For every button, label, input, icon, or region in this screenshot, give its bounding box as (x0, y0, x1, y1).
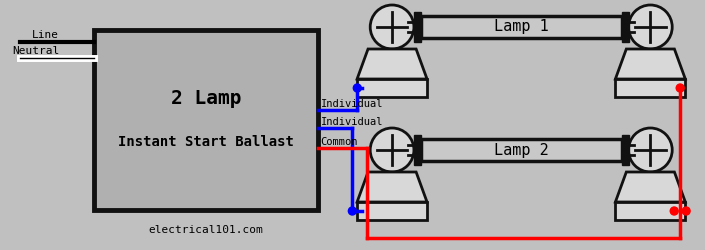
Polygon shape (357, 172, 427, 202)
Text: Individual: Individual (321, 99, 383, 109)
Text: Individual: Individual (321, 117, 383, 127)
Bar (94, 30, 317, 210)
Circle shape (370, 128, 414, 172)
Bar (421, 16, 622, 38)
Circle shape (628, 5, 672, 49)
Bar (622, 12, 628, 42)
Text: Instant Start Ballast: Instant Start Ballast (118, 134, 294, 148)
Text: Common: Common (321, 137, 358, 147)
Polygon shape (615, 49, 685, 79)
Bar (615, 202, 685, 220)
Circle shape (353, 84, 361, 92)
Text: electrical101.com: electrical101.com (149, 225, 263, 235)
Polygon shape (357, 49, 427, 79)
Text: Line: Line (32, 30, 59, 40)
Circle shape (676, 84, 684, 92)
Bar (357, 202, 427, 220)
Polygon shape (615, 172, 685, 202)
Text: 2 Lamp: 2 Lamp (171, 89, 241, 108)
Bar (414, 135, 421, 165)
Circle shape (682, 207, 690, 215)
Bar (421, 139, 622, 161)
Circle shape (628, 128, 672, 172)
Bar (622, 135, 628, 165)
Text: Lamp 2: Lamp 2 (493, 142, 548, 158)
Circle shape (370, 5, 414, 49)
Bar (357, 79, 427, 97)
Text: Lamp 1: Lamp 1 (493, 20, 548, 34)
Circle shape (348, 207, 356, 215)
Circle shape (670, 207, 678, 215)
Bar (414, 12, 421, 42)
Bar (615, 79, 685, 97)
Text: Neutral: Neutral (12, 46, 59, 56)
